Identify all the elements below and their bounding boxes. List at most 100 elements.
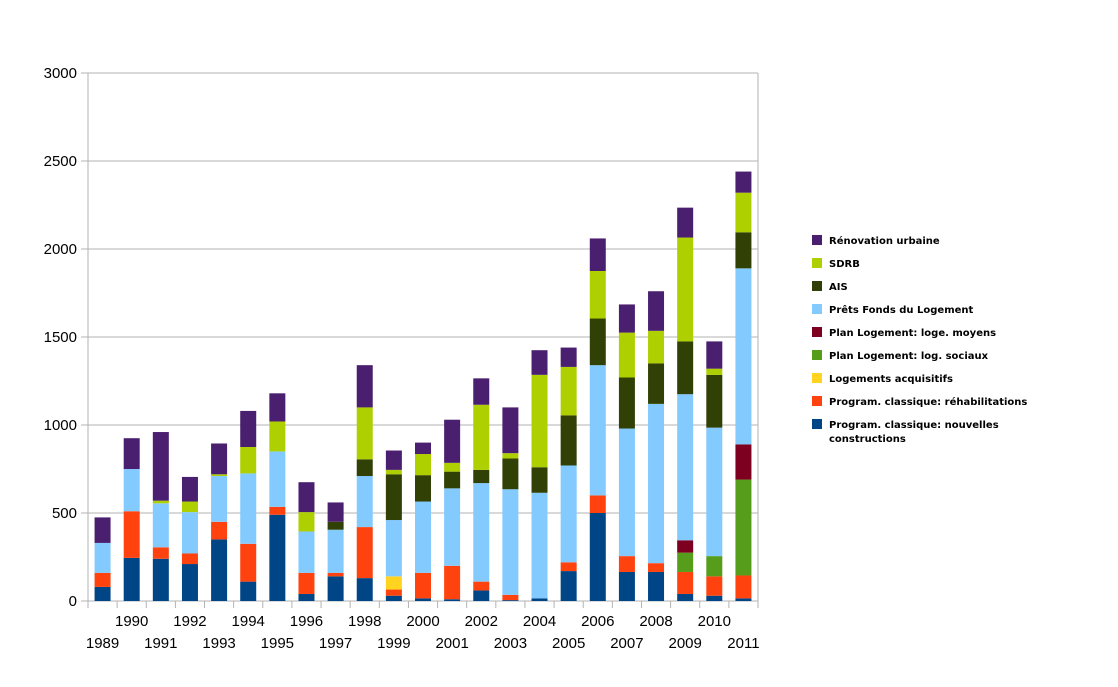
bar-segment <box>618 332 635 378</box>
bar-segment <box>618 377 635 429</box>
bar-segment <box>706 368 723 375</box>
bar-segment <box>648 563 665 572</box>
bar-segment <box>444 488 461 566</box>
bar-segment <box>648 291 665 331</box>
bar-segment <box>123 469 140 512</box>
bar-segment <box>415 572 431 599</box>
bar-segment <box>706 556 723 577</box>
bar-segment <box>560 415 577 466</box>
bar-segment <box>560 366 577 416</box>
legend-swatch <box>812 327 822 337</box>
bar-segment <box>444 599 461 601</box>
bar-segment <box>677 540 694 553</box>
x-tick-label: 2004 <box>523 613 556 630</box>
bar-segment <box>123 511 140 558</box>
bar-segment <box>385 589 402 596</box>
legend-label: Plan Logement: log. sociaux <box>829 351 989 362</box>
bar-segment <box>181 553 198 565</box>
bar-segment <box>94 517 111 543</box>
y-tick-label: 1000 <box>44 417 77 434</box>
bar-segment <box>240 473 257 544</box>
bar-segment <box>152 500 169 504</box>
bar-segment <box>706 341 723 369</box>
bar-segment <box>356 578 373 601</box>
legend-swatch <box>812 258 822 268</box>
bar-segment <box>735 598 752 601</box>
bar-segment <box>706 427 723 557</box>
bar-segment <box>531 350 548 375</box>
bar-segment <box>415 442 431 455</box>
bar-segment <box>181 512 198 554</box>
bar-segment <box>502 453 519 459</box>
x-tick-label: 2001 <box>435 635 468 652</box>
bar-segment <box>531 374 548 468</box>
bar-segment <box>327 572 344 577</box>
x-tick-label: 1992 <box>173 613 206 630</box>
x-tick-label: 1994 <box>232 613 265 630</box>
bar-segment <box>735 479 752 576</box>
bar-segment <box>415 598 431 601</box>
bar-segment <box>706 374 723 428</box>
bar-segment <box>269 393 286 422</box>
bar-segment <box>240 543 257 582</box>
x-tick-label: 1993 <box>202 635 235 652</box>
bar-segment <box>269 421 286 452</box>
legend: Rénovation urbaine SDRB AIS Prêts Fonds du … <box>812 235 1027 445</box>
legend-label: Plan Logement: loge. moyens <box>829 328 996 339</box>
legend-label: Logements acquisitifs <box>829 374 953 385</box>
bar-segment <box>181 564 198 601</box>
x-tick-label: 2011 <box>727 635 759 652</box>
bar-segment <box>677 593 694 601</box>
legend-swatch <box>812 281 822 291</box>
bar-segment <box>94 542 111 573</box>
bar-segment <box>677 394 694 541</box>
bar-segment <box>618 556 635 572</box>
bar-segment <box>211 474 228 477</box>
bar-segment <box>735 171 752 193</box>
bar-segment <box>211 539 228 601</box>
bar-segment <box>589 365 606 496</box>
bar-segment <box>502 407 519 454</box>
y-tick-label: 0 <box>69 593 77 610</box>
bar-segment <box>211 521 228 540</box>
bar-segment <box>531 492 548 599</box>
bar-segment <box>735 575 752 599</box>
x-tick-label: 1995 <box>261 635 294 652</box>
bar-segment <box>589 271 606 319</box>
bar-segment <box>648 330 665 364</box>
bar-segment <box>444 471 461 489</box>
legend-swatch <box>812 350 822 360</box>
bar-segment <box>123 557 140 601</box>
x-tick-label: 1998 <box>348 613 381 630</box>
x-tick-label: 2000 <box>406 613 439 630</box>
bar-segment <box>298 512 315 532</box>
bar-segment <box>356 407 373 460</box>
bar-segment <box>385 450 402 470</box>
bar-segment <box>444 462 461 472</box>
bar-segment <box>502 594 519 601</box>
bar-segment <box>269 451 286 507</box>
bar-segment <box>706 576 723 596</box>
bar-segment <box>735 192 752 233</box>
bar-segment <box>240 581 257 601</box>
x-tick-label: 1996 <box>290 613 323 630</box>
bar-segment <box>356 365 373 408</box>
bar-segment <box>327 502 344 522</box>
bar-segment <box>531 598 548 601</box>
bar-segment <box>211 476 228 522</box>
bar-segment <box>181 501 198 513</box>
bar-segment <box>589 495 606 513</box>
bar-segment <box>181 476 198 502</box>
bar-segment <box>240 447 257 474</box>
bar-segment <box>618 428 635 557</box>
bar-segment <box>415 501 431 573</box>
x-tick-label: 1991 <box>144 635 177 652</box>
bar-segment <box>327 521 344 530</box>
bar-segment <box>385 576 402 590</box>
bar-segment <box>240 410 257 447</box>
x-tick-label: 2008 <box>639 613 672 630</box>
bar-segment <box>648 363 665 404</box>
bar-segment <box>677 552 694 572</box>
bar-segment <box>589 238 606 271</box>
legend-swatch <box>812 304 822 314</box>
